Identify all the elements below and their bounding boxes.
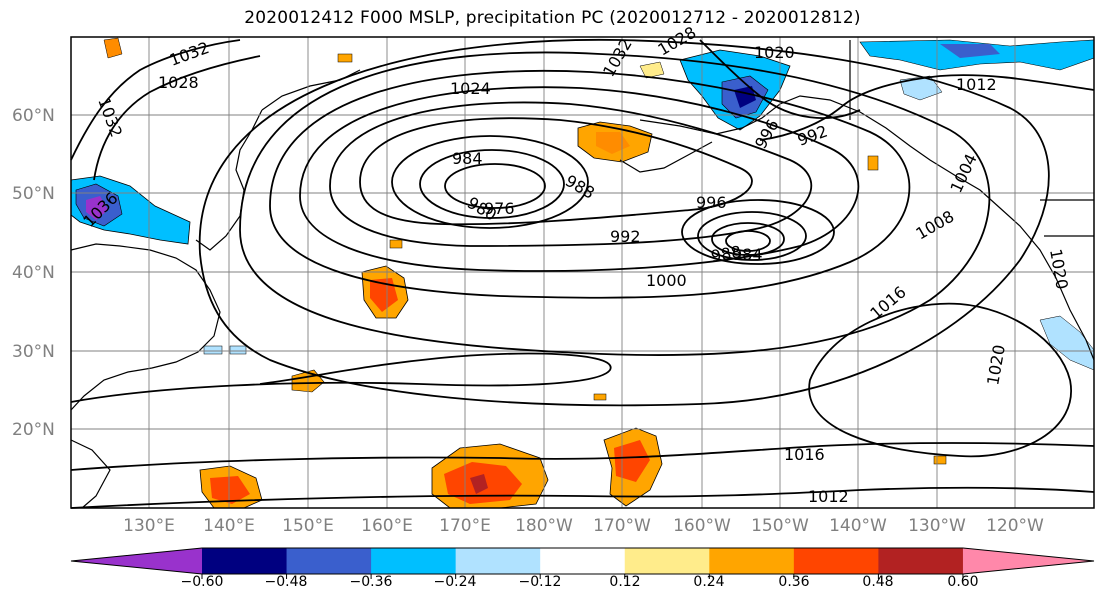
colorbar-tick-label: −0.48	[265, 574, 308, 590]
isobar-label: 1024	[450, 79, 491, 98]
colorbar-ticks	[201, 574, 964, 579]
colorbar-segment	[286, 548, 372, 574]
lon-label: 170°E	[439, 516, 491, 536]
map-frame	[70, 36, 1095, 509]
colorbar-segments	[70, 547, 1095, 575]
colorbar-tick-label: −0.60	[181, 574, 224, 590]
colorbar-segment	[540, 548, 626, 574]
lon-label: 160°W	[673, 516, 731, 536]
lat-label: 30°N	[12, 342, 55, 362]
lon-label: 180°W	[515, 516, 573, 536]
isobar-label: 976	[484, 199, 515, 218]
colorbar-segment	[371, 548, 457, 574]
lon-label: 140°W	[829, 516, 887, 536]
colorbar-segment	[793, 548, 879, 574]
map-panel: 1032 1028 1032 1024 984 988 980 976 996 …	[70, 23, 1095, 509]
coastlines	[70, 40, 1095, 509]
lon-label: 130°E	[123, 516, 175, 536]
isobar-label: 1020	[754, 43, 795, 62]
lat-label: 60°N	[12, 106, 55, 126]
colorbar-segment	[624, 548, 710, 574]
lat-label: 50°N	[12, 184, 55, 204]
colorbar-tick-label: 0.48	[862, 574, 893, 590]
colorbar-tick-labels: −0.60 −0.48 −0.36 −0.24 −0.12 0.12 0.24 …	[181, 574, 979, 590]
graticule	[71, 37, 1094, 508]
isobar-label: 1016	[784, 445, 825, 464]
colorbar: −0.60 −0.48 −0.36 −0.24 −0.12 0.12 0.24 …	[70, 547, 1095, 590]
isobar-label: 984	[732, 245, 763, 264]
colorbar-segment	[709, 548, 795, 574]
colorbar-tick-label: −0.36	[350, 574, 393, 590]
colorbar-tick-label: 0.36	[778, 574, 809, 590]
isobar-label: 1012	[956, 75, 997, 94]
isobar-label: 1028	[158, 73, 199, 92]
lon-label: 120°W	[986, 516, 1044, 536]
isobar-label: 996	[696, 193, 727, 212]
lat-label: 20°N	[12, 420, 55, 440]
colorbar-tick-label: 0.24	[693, 574, 724, 590]
longitude-labels: 130°E 140°E 150°E 160°E 170°E 180°W 170°…	[123, 516, 1044, 536]
isobar-label: 1012	[808, 487, 849, 506]
lon-label: 150°E	[282, 516, 334, 536]
isobar-label: 984	[452, 149, 483, 168]
colorbar-segment	[962, 548, 1094, 574]
lat-label: 40°N	[12, 263, 55, 283]
lon-label: 130°W	[908, 516, 966, 536]
colorbar-tick-label: −0.24	[434, 574, 477, 590]
isobar-label: 992	[610, 227, 641, 246]
colorbar-segment	[71, 548, 202, 574]
lon-label: 150°W	[751, 516, 809, 536]
colorbar-tick-label: 0.60	[947, 574, 978, 590]
lon-label: 140°E	[203, 516, 255, 536]
colorbar-segment	[455, 548, 541, 574]
lon-label: 170°W	[593, 516, 651, 536]
isobar-label: 1000	[646, 271, 687, 290]
colorbar-tick-label: −0.12	[519, 574, 562, 590]
lon-label: 160°E	[361, 516, 413, 536]
latitude-labels: 60°N 50°N 40°N 30°N 20°N	[12, 106, 55, 440]
colorbar-tick-label: 0.12	[609, 574, 640, 590]
precip-positive	[103, 37, 947, 509]
isobars	[70, 38, 1095, 509]
colorbar-segment	[878, 548, 964, 574]
colorbar-segment	[202, 548, 288, 574]
plot-title: 2020012412 F000 MSLP, precipitation PC (…	[244, 8, 861, 28]
